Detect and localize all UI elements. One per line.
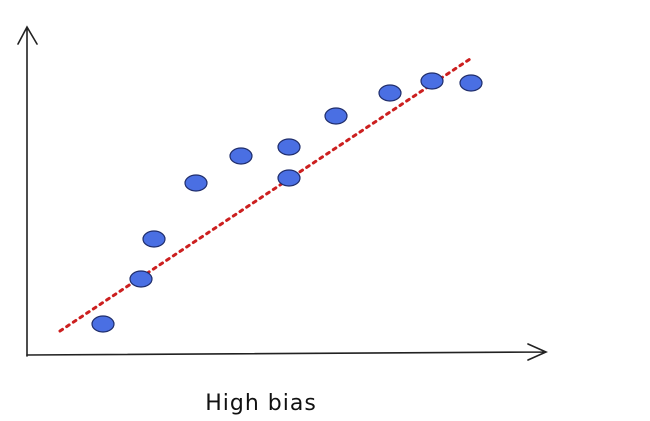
- point: [277, 138, 301, 156]
- point: [184, 174, 208, 192]
- point: [420, 72, 444, 90]
- points: [91, 72, 483, 333]
- point: [229, 147, 253, 165]
- point: [378, 84, 402, 102]
- point: [142, 230, 166, 248]
- point: [129, 270, 153, 288]
- point: [459, 74, 483, 92]
- x-axis: [26, 343, 548, 361]
- caption: High bias: [205, 391, 317, 416]
- y-axis: [17, 25, 38, 357]
- fit-line: [58, 57, 472, 333]
- point: [277, 169, 301, 187]
- point: [324, 107, 348, 125]
- point: [91, 315, 115, 333]
